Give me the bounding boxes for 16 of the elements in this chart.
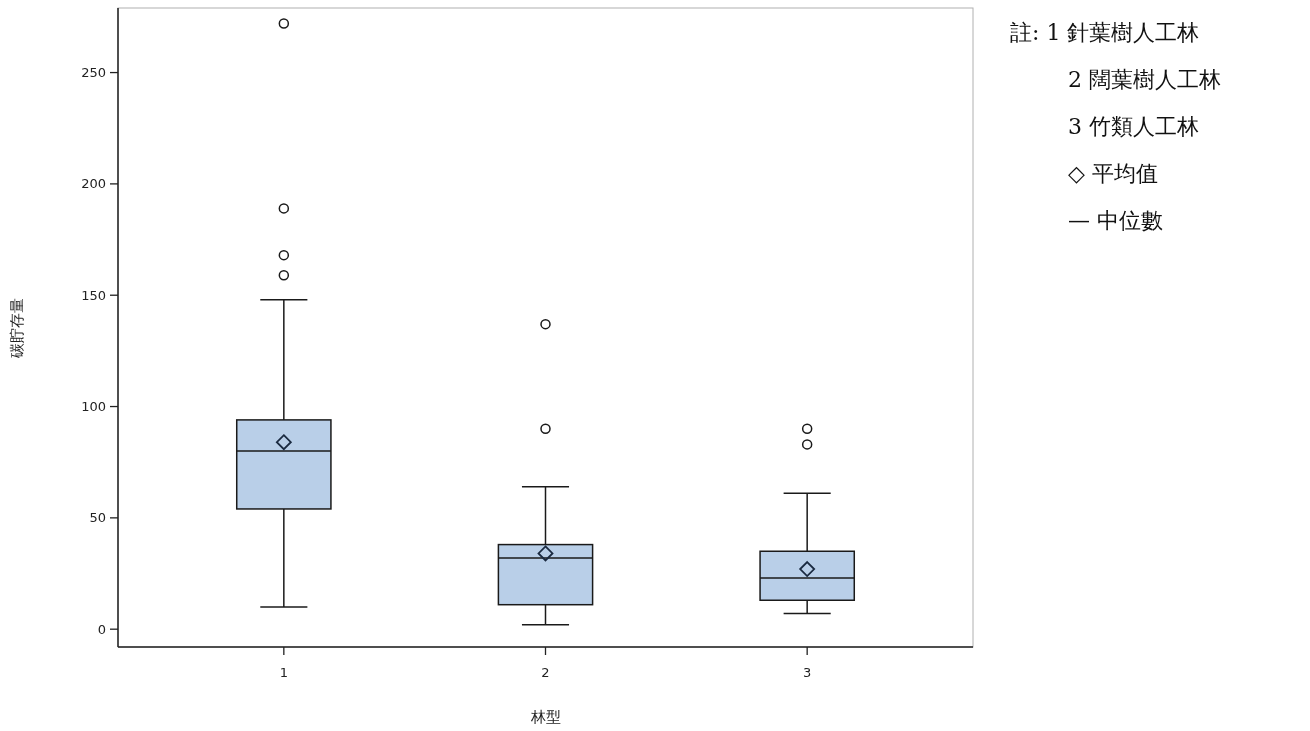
text: 註: 1 針葉樹人工林 [1010,20,1200,45]
text: — 中位數 [1068,208,1163,233]
x-tick-label: 2 [541,665,550,680]
y-tick-label: 250 [81,65,106,81]
y-tick-label: 150 [81,287,106,303]
y-tick-label: 200 [81,176,106,192]
y-axis-title: 碳貯存量 [8,297,26,359]
text: 2 闊葉樹人工林 [1068,67,1221,92]
y-tick-label: 0 [97,621,106,637]
y-tick-label: 100 [81,399,106,415]
text: ◇ 平均值 [1068,161,1158,186]
x-tick-label: 1 [279,665,288,680]
y-tick-label: 50 [89,510,106,526]
text: 3 竹類人工林 [1068,114,1199,139]
x-axis-title: 林型 [529,708,561,726]
x-tick-label: 3 [803,665,812,680]
